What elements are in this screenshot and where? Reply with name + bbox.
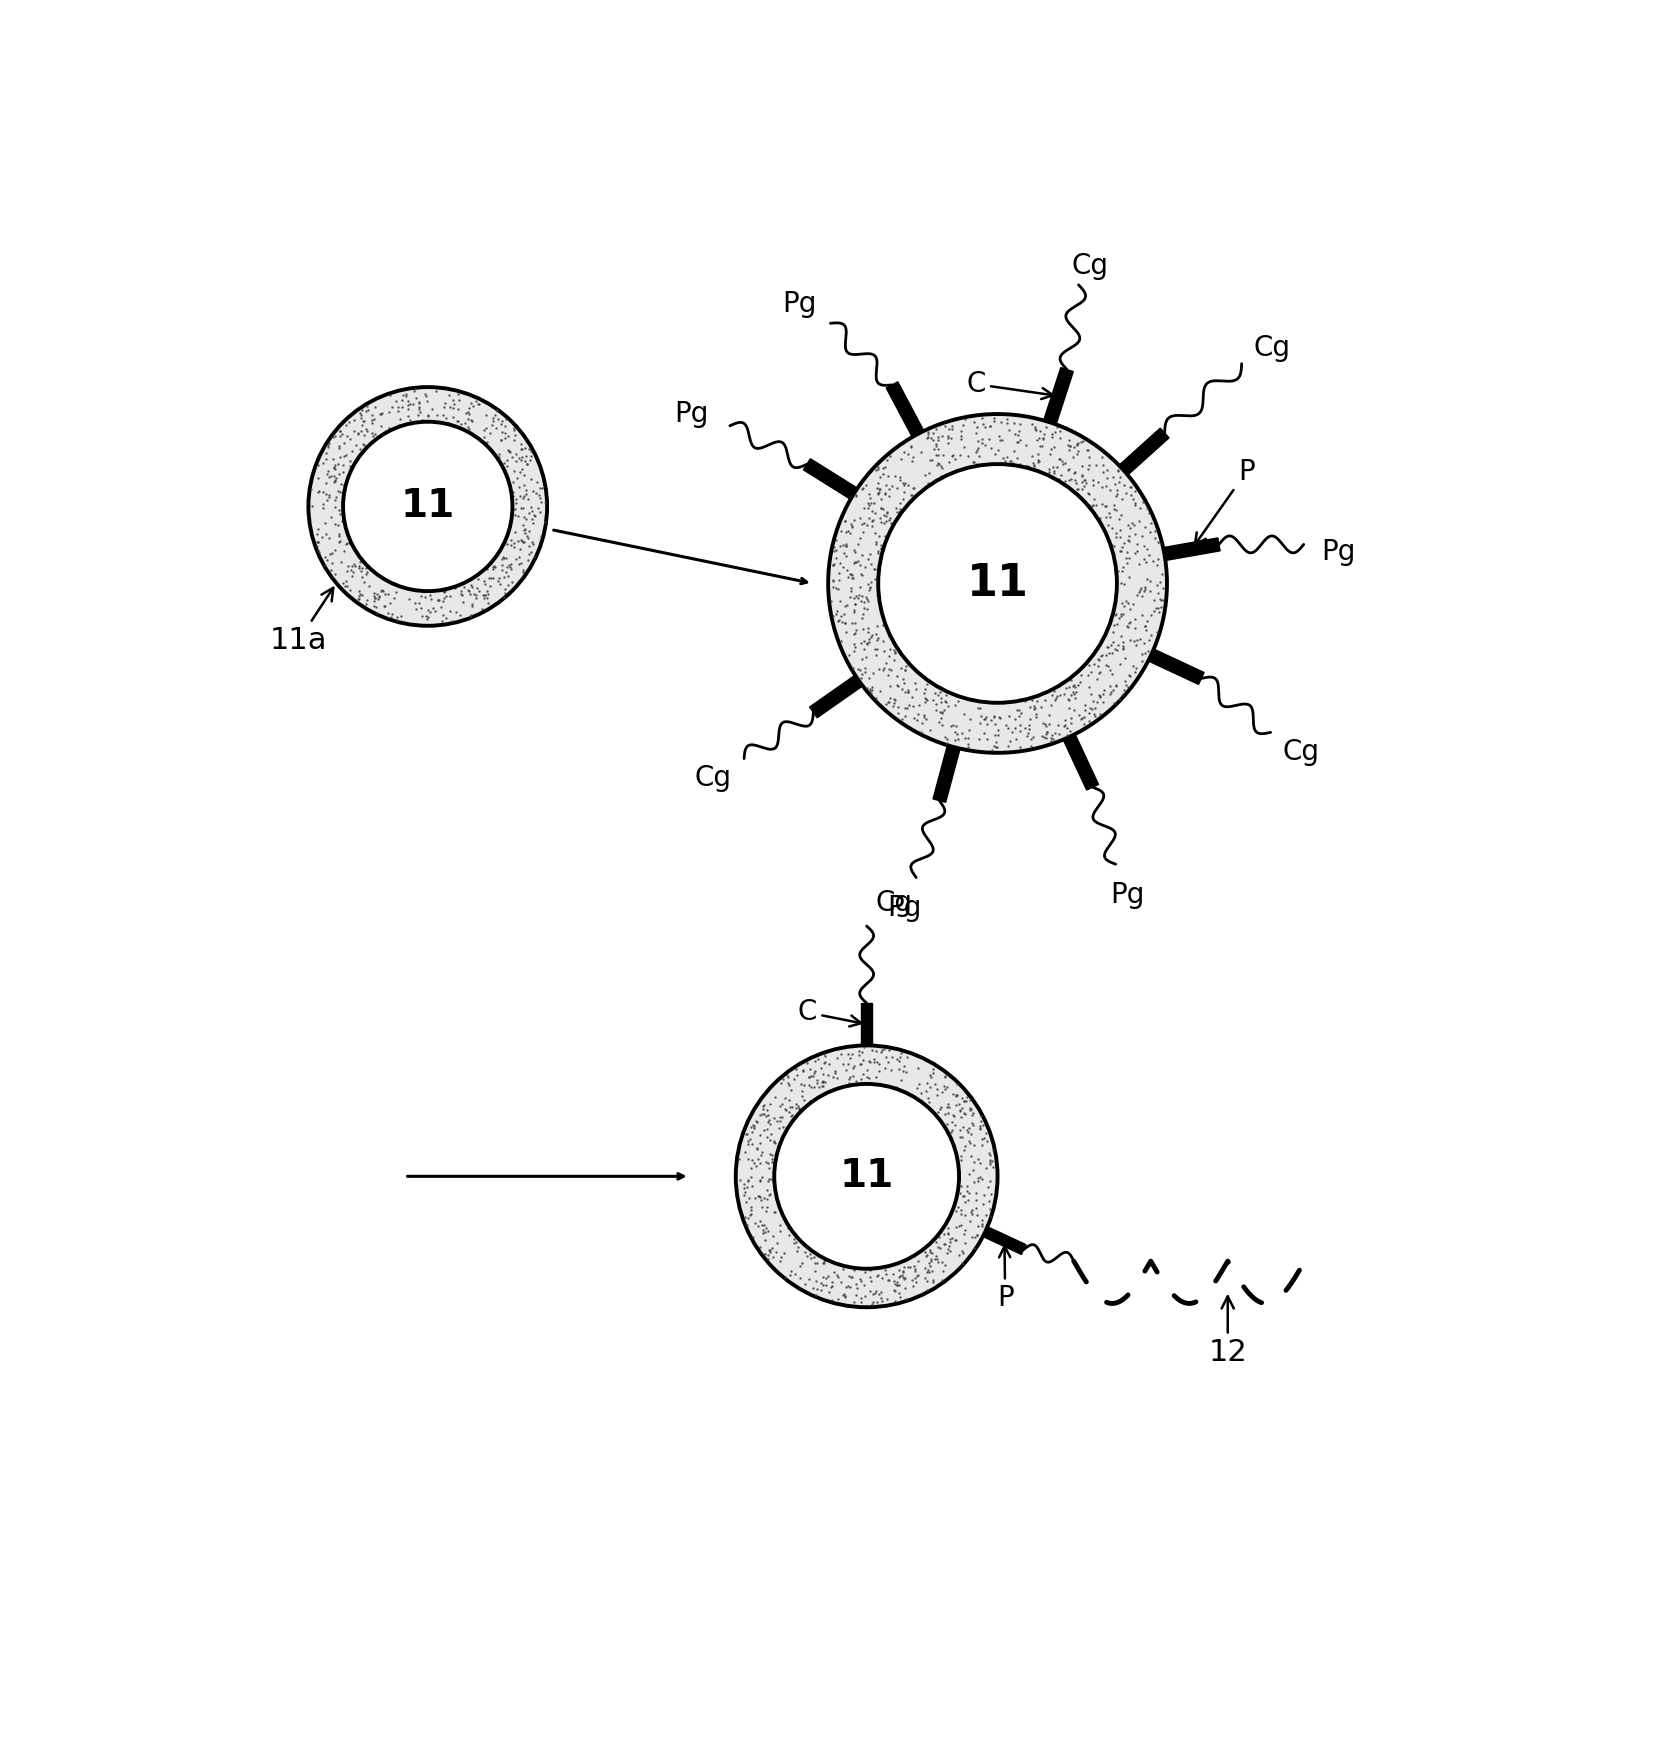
Text: 11: 11 [401, 488, 454, 525]
Polygon shape [1043, 368, 1073, 424]
Text: Pg: Pg [1321, 538, 1356, 566]
Text: 11: 11 [967, 563, 1028, 604]
Circle shape [735, 1046, 997, 1308]
Circle shape [343, 422, 513, 591]
Polygon shape [1148, 650, 1205, 684]
Polygon shape [862, 1002, 872, 1046]
Text: Cg: Cg [875, 889, 912, 917]
Text: Pg: Pg [1110, 881, 1145, 908]
Polygon shape [887, 382, 924, 438]
Text: Pg: Pg [674, 400, 709, 429]
Polygon shape [810, 676, 862, 717]
Polygon shape [1163, 538, 1220, 561]
Polygon shape [934, 745, 960, 802]
Circle shape [829, 413, 1166, 752]
Circle shape [879, 464, 1117, 703]
Text: Cg: Cg [1255, 334, 1291, 363]
Text: Cg: Cg [696, 764, 732, 792]
Polygon shape [1063, 735, 1098, 790]
Text: C: C [967, 370, 1053, 400]
Polygon shape [983, 1226, 1027, 1254]
Circle shape [308, 387, 547, 625]
Polygon shape [804, 459, 857, 499]
Text: Cg: Cg [1072, 252, 1108, 280]
Text: 11a: 11a [270, 587, 333, 655]
Text: Pg: Pg [782, 290, 817, 318]
Text: C: C [797, 999, 862, 1027]
Text: Pg: Pg [887, 895, 922, 922]
Text: Cg: Cg [1283, 738, 1320, 766]
Text: P: P [1195, 459, 1255, 545]
Text: 12: 12 [1208, 1296, 1246, 1367]
Text: P: P [997, 1245, 1013, 1311]
Text: 11: 11 [840, 1157, 894, 1195]
Polygon shape [1120, 427, 1170, 474]
Circle shape [774, 1084, 958, 1268]
